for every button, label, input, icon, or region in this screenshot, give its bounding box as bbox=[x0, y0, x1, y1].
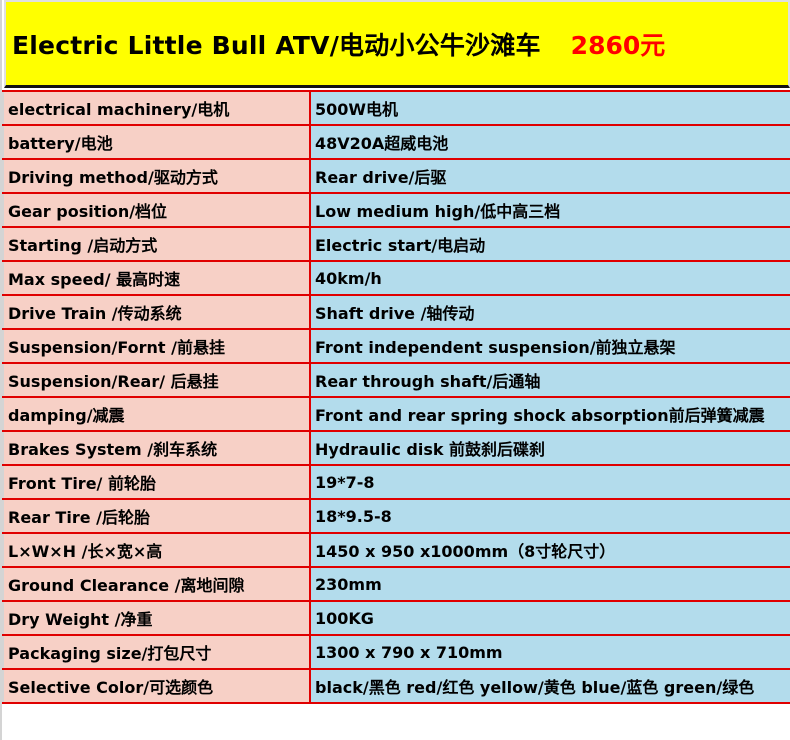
product-price: 2860元 bbox=[570, 30, 666, 60]
spec-value: 1450 x 950 x1000mm（8寸轮尺寸） bbox=[310, 532, 790, 568]
spec-value: 19*7-8 bbox=[310, 464, 790, 500]
spec-value: Rear through shaft/后通轴 bbox=[310, 362, 790, 398]
spec-value: black/黑色 red/红色 yellow/黄色 blue/蓝色 green/… bbox=[310, 668, 790, 704]
title-banner: Electric Little Bull ATV/电动小公牛沙滩车 2860元 bbox=[4, 0, 790, 88]
spec-row: Starting /启动方式 Electric start/电启动 bbox=[2, 226, 790, 262]
spec-value: 18*9.5-8 bbox=[310, 498, 790, 534]
spec-label: damping/减震 bbox=[2, 396, 311, 432]
spec-table: electrical machinery/电机 500W电机 battery/电池 4… bbox=[2, 90, 790, 704]
spec-label: Packaging size/打包尺寸 bbox=[2, 634, 311, 670]
spec-value: 230mm bbox=[310, 566, 790, 602]
spec-row: Front Tire/ 前轮胎 19*7-8 bbox=[2, 464, 790, 500]
spec-row: Suspension/Rear/ 后悬挂 Rear through shaft/后… bbox=[2, 362, 790, 398]
spec-label: battery/电池 bbox=[2, 124, 311, 160]
spec-row: Max speed/ 最高时速 40km/h bbox=[2, 260, 790, 296]
spec-row: Gear position/档位 Low medium high/低中高三档 bbox=[2, 192, 790, 228]
spec-label: Selective Color/可选颜色 bbox=[2, 668, 311, 704]
spec-row: Driving method/驱动方式 Rear drive/后驱 bbox=[2, 158, 790, 194]
spec-row: Packaging size/打包尺寸 1300 x 790 x 710mm bbox=[2, 634, 790, 670]
spec-row: Drive Train /传动系统 Shaft drive /轴传动 bbox=[2, 294, 790, 330]
spec-label: electrical machinery/电机 bbox=[2, 90, 311, 126]
spec-value: Electric start/电启动 bbox=[310, 226, 790, 262]
spec-row: Brakes System /刹车系统 Hydraulic disk 前鼓刹后碟刹 bbox=[2, 430, 790, 466]
product-title: Electric Little Bull ATV/电动小公牛沙滩车 bbox=[12, 30, 541, 60]
spec-value: 40km/h bbox=[310, 260, 790, 296]
spec-label: Rear Tire /后轮胎 bbox=[2, 498, 311, 534]
spec-row: damping/减震 Front and rear spring shock ab… bbox=[2, 396, 790, 432]
spec-row: battery/电池 48V20A超威电池 bbox=[2, 124, 790, 160]
spec-row: Suspension/Fornt /前悬挂 Front independent s… bbox=[2, 328, 790, 364]
spec-label: Ground Clearance /离地间隙 bbox=[2, 566, 311, 602]
spec-label: Max speed/ 最高时速 bbox=[2, 260, 311, 296]
spec-label: Front Tire/ 前轮胎 bbox=[2, 464, 311, 500]
spec-label: Gear position/档位 bbox=[2, 192, 311, 228]
spec-label: Suspension/Rear/ 后悬挂 bbox=[2, 362, 311, 398]
spec-row: Ground Clearance /离地间隙 230mm bbox=[2, 566, 790, 602]
spec-table-body: electrical machinery/电机 500W电机 battery/电池 4… bbox=[2, 90, 790, 704]
spec-label: Driving method/驱动方式 bbox=[2, 158, 311, 194]
spec-label: Starting /启动方式 bbox=[2, 226, 311, 262]
spec-value: 1300 x 790 x 710mm bbox=[310, 634, 790, 670]
spec-row: L×W×H /长×宽×高 1450 x 950 x1000mm（8寸轮尺寸） bbox=[2, 532, 790, 568]
spec-label: Suspension/Fornt /前悬挂 bbox=[2, 328, 311, 364]
spec-row: Dry Weight /净重 100KG bbox=[2, 600, 790, 636]
spec-value: Rear drive/后驱 bbox=[310, 158, 790, 194]
spec-label: Drive Train /传动系统 bbox=[2, 294, 311, 330]
spec-value: 48V20A超威电池 bbox=[310, 124, 790, 160]
spec-value: Hydraulic disk 前鼓刹后碟刹 bbox=[310, 430, 790, 466]
spec-label: L×W×H /长×宽×高 bbox=[2, 532, 311, 568]
spec-row: Selective Color/可选颜色 black/黑色 red/红色 yell… bbox=[2, 668, 790, 704]
spec-value: Low medium high/低中高三档 bbox=[310, 192, 790, 228]
spec-value: Front independent suspension/前独立悬架 bbox=[310, 328, 790, 364]
spec-value: Front and rear spring shock absorption前后… bbox=[310, 396, 790, 432]
spec-label: Brakes System /刹车系统 bbox=[2, 430, 311, 466]
spec-row: electrical machinery/电机 500W电机 bbox=[2, 90, 790, 126]
spec-label: Dry Weight /净重 bbox=[2, 600, 311, 636]
spec-row: Rear Tire /后轮胎 18*9.5-8 bbox=[2, 498, 790, 534]
spec-value: Shaft drive /轴传动 bbox=[310, 294, 790, 330]
spec-value: 100KG bbox=[310, 600, 790, 636]
spec-value: 500W电机 bbox=[310, 90, 790, 126]
